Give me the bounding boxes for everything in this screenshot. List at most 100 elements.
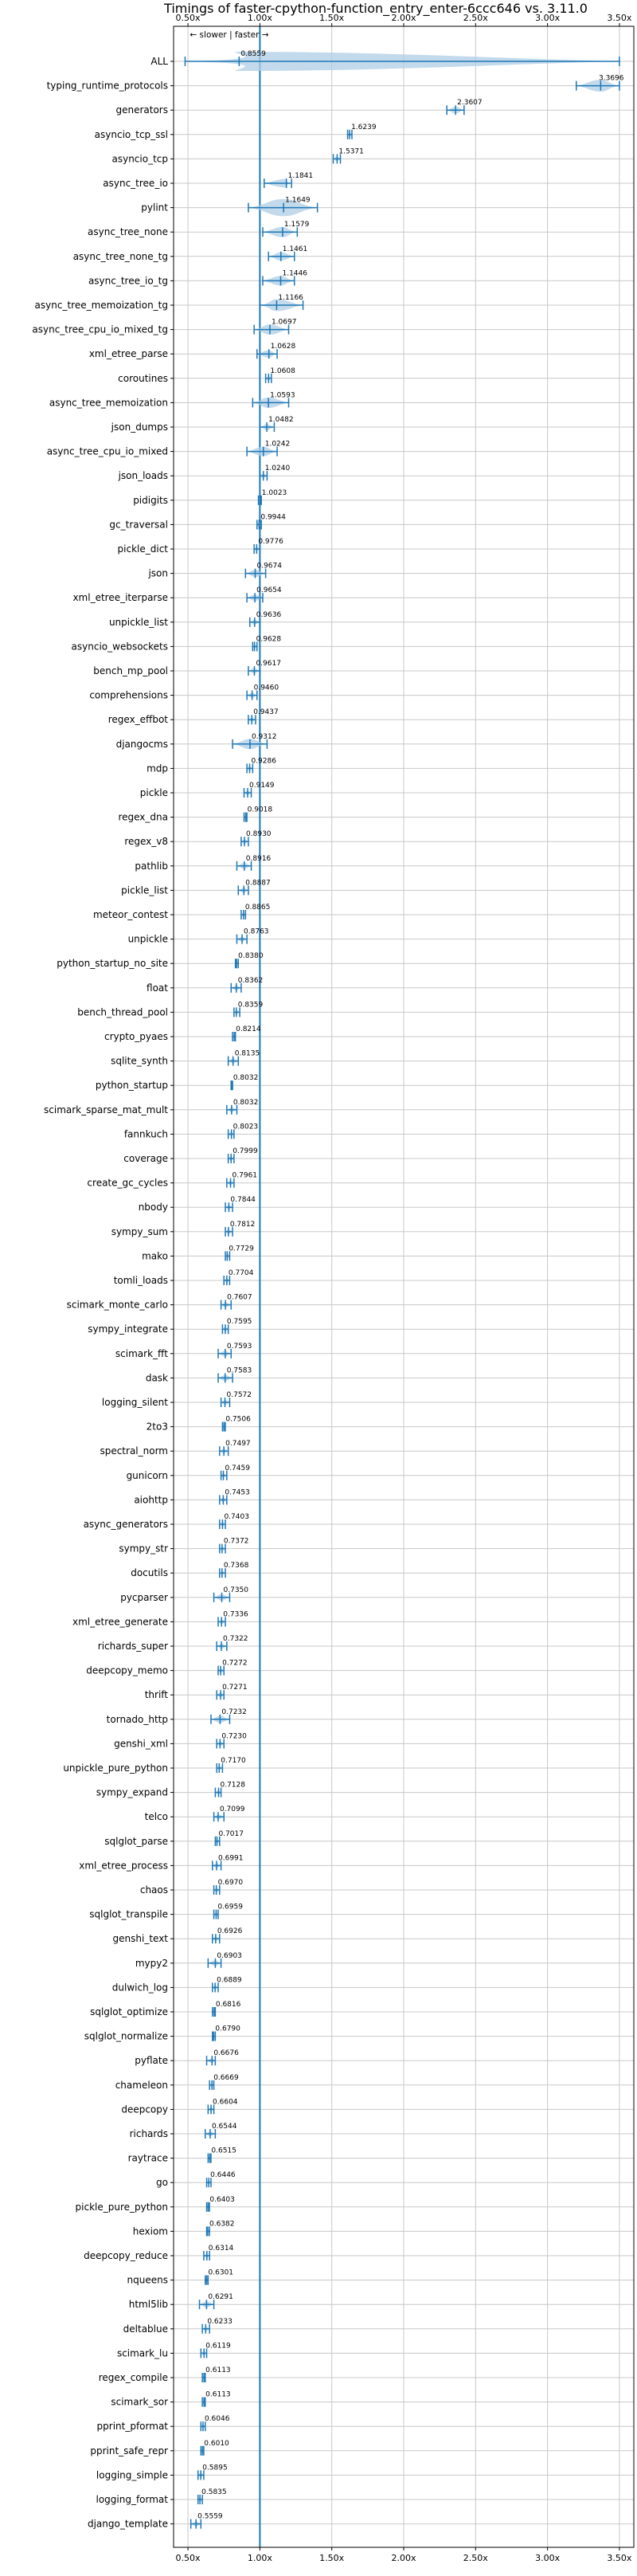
benchmark-label: sqlglot_transpile — [89, 1909, 168, 1920]
value-label: 0.6291 — [208, 2293, 233, 2301]
benchmark-label: sqlglot_parse — [104, 1836, 168, 1847]
value-label: 0.9018 — [248, 806, 273, 814]
benchmark-label: async_generators — [84, 1519, 168, 1530]
value-label: 0.6790 — [215, 2025, 240, 2033]
value-label: 0.7350 — [224, 1586, 249, 1594]
benchmark-label: pidigits — [133, 495, 168, 506]
value-label: 0.5835 — [201, 2488, 227, 2496]
benchmark-label: pprint_pformat — [97, 2421, 169, 2432]
value-label: 1.1461 — [283, 245, 308, 253]
value-label: 0.7230 — [221, 1732, 247, 1740]
benchmark-label: crypto_pyaes — [104, 1031, 168, 1042]
benchmark-label: xml_etree_parse — [89, 348, 168, 359]
value-label: 0.9776 — [258, 538, 283, 546]
value-labels: 0.8559 3.3696 2.3607 1.6239 1.5371 1.1841 1.16… — [197, 50, 624, 2521]
benchmark-label: float — [147, 982, 168, 994]
value-label: 0.9674 — [256, 563, 282, 570]
benchmark-label: tomli_loads — [114, 1275, 168, 1286]
benchmark-label: async_tree_memoization — [49, 397, 168, 408]
benchmark-label: coverage — [123, 1153, 168, 1164]
benchmark-label: async_tree_none — [88, 226, 168, 237]
value-label: 0.6816 — [216, 2001, 241, 2009]
value-label: 0.6382 — [209, 2220, 235, 2228]
value-label: 0.8865 — [245, 904, 271, 912]
value-label: 0.9628 — [256, 635, 282, 643]
benchmark-label: mdp — [147, 763, 168, 774]
value-label: 0.8380 — [238, 952, 264, 960]
benchmark-label: pathlib — [135, 861, 168, 872]
benchmark-label: regex_dna — [118, 812, 168, 823]
value-label: 0.8559 — [240, 50, 266, 58]
benchmark-label: xml_etree_iterparse — [72, 592, 168, 603]
value-label: 0.7271 — [222, 1684, 248, 1692]
benchmark-label: sympy_integrate — [88, 1323, 168, 1335]
value-label: 0.7961 — [233, 1172, 258, 1180]
value-label: 1.1446 — [282, 269, 307, 277]
grid-lines — [174, 26, 634, 2547]
value-label: 0.7099 — [220, 1806, 245, 1813]
benchmark-label: async_tree_none_tg — [73, 251, 168, 262]
value-label: 0.6046 — [205, 2415, 230, 2423]
value-label: 1.0240 — [265, 465, 291, 472]
benchmark-label: deepcopy_memo — [86, 1665, 168, 1676]
benchmark-label: pycparser — [120, 1592, 168, 1603]
value-label: 0.9460 — [254, 684, 279, 692]
bottom-tick-label: 2.00x — [391, 2553, 416, 2563]
value-label: 0.7017 — [218, 1830, 244, 1838]
x-axis-ticks: 0.50x 0.50x 1.00x 1.00x 1.50x 1.50x 2.00x 2.00x… — [170, 13, 632, 2563]
value-label: 0.7607 — [227, 1294, 252, 1302]
benchmark-label: pickle — [140, 787, 168, 798]
benchmark-label: thrift — [145, 1689, 169, 1700]
value-label: 0.7272 — [222, 1660, 248, 1668]
value-label: 0.5559 — [197, 2513, 223, 2521]
benchmark-label: logging_simple — [96, 2469, 168, 2480]
bottom-tick-label: 3.00x — [535, 2553, 560, 2563]
value-label: 1.1166 — [278, 294, 303, 302]
value-label: 0.6010 — [204, 2440, 229, 2448]
value-label: 0.8763 — [244, 928, 269, 936]
value-label: 3.3696 — [599, 75, 624, 83]
benchmark-label: regex_effbot — [108, 714, 169, 725]
value-label: 0.7232 — [221, 1708, 247, 1716]
benchmark-label: mypy2 — [135, 1958, 168, 1969]
value-label: 0.6676 — [213, 2049, 239, 2057]
benchmark-label: python_startup_no_site — [57, 958, 168, 969]
benchmark-label: sympy_str — [119, 1543, 168, 1555]
value-label: 0.6669 — [213, 2074, 239, 2082]
benchmark-label: json — [147, 568, 168, 579]
benchmark-label: deepcopy_reduce — [84, 2250, 168, 2261]
benchmark-label: aiohttp — [134, 1494, 168, 1505]
top-tick-label: 3.50x — [607, 13, 631, 23]
benchmark-label: djangocms — [116, 739, 168, 750]
value-label: 0.6889 — [217, 1976, 242, 1984]
benchmark-label: dulwich_log — [112, 1982, 168, 1993]
benchmark-label: richards_super — [98, 1641, 168, 1652]
benchmark-label: asyncio_tcp — [111, 153, 168, 164]
value-label: 0.7572 — [227, 1391, 252, 1399]
value-label: 1.0242 — [265, 441, 291, 449]
value-label: 0.5895 — [202, 2464, 228, 2472]
value-label: 1.6239 — [351, 124, 377, 131]
value-label: 0.8887 — [245, 879, 271, 887]
value-label: 0.7322 — [223, 1635, 248, 1643]
value-label: 0.7999 — [233, 1147, 258, 1155]
benchmark-label: bench_thread_pool — [77, 1006, 168, 1017]
benchmark-label: json_loads — [118, 470, 168, 481]
benchmark-label: scimark_sor — [111, 2397, 168, 2408]
benchmark-label: nqueens — [127, 2275, 168, 2286]
benchmark-label: async_tree_io_tg — [88, 275, 168, 286]
value-label: 1.1649 — [285, 197, 311, 205]
bottom-tick-label: 1.00x — [248, 2553, 272, 2563]
value-label: 0.6926 — [217, 1927, 243, 1935]
benchmark-label: pickle_list — [121, 884, 168, 896]
benchmark-label: sqlglot_normalize — [84, 2031, 168, 2042]
value-label: 0.6233 — [207, 2318, 233, 2326]
value-label: 0.7593 — [227, 1343, 252, 1351]
bottom-tick-label: 3.50x — [607, 2553, 631, 2563]
benchmark-label: create_gc_cycles — [87, 1178, 168, 1189]
benchmark-label: telco — [145, 1811, 168, 1822]
top-tick-label: 2.00x — [391, 13, 416, 23]
benchmark-label: chameleon — [115, 2080, 168, 2091]
value-label: 0.7372 — [224, 1538, 249, 1546]
